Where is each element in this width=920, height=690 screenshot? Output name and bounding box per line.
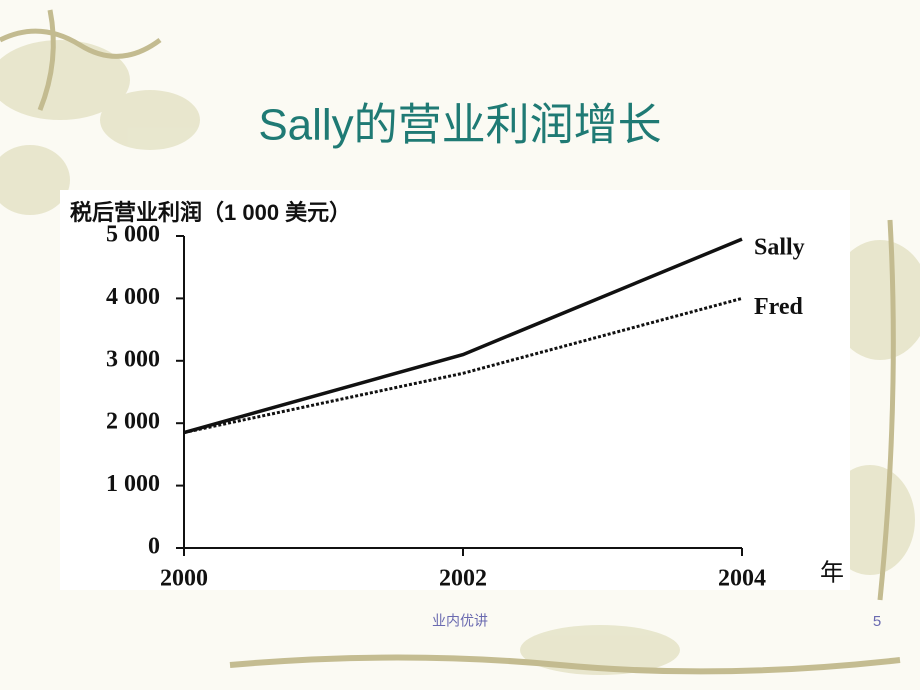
chart-title: Sally的营业利润增长 (258, 101, 661, 150)
y-tick-label: 4 000 (106, 284, 160, 310)
x-axis-label: 年 (820, 559, 844, 586)
series-line (183, 296, 743, 435)
y-tick-label: 3 000 (106, 346, 160, 372)
x-tick-label: 2000 (160, 566, 208, 592)
series-label: Sally (754, 235, 805, 261)
y-tick-label: 0 (148, 534, 160, 560)
page-number: 5 (873, 613, 881, 630)
y-tick-label: 1 000 (106, 471, 160, 497)
footer: 业内优讲 (432, 613, 488, 629)
y-axis-label: 税后营业利润（1 000 美元） (70, 200, 351, 225)
y-tick-label: 5 000 (106, 222, 160, 248)
chart-area (60, 190, 850, 590)
series-label: Fred (754, 294, 804, 320)
decoration (0, 9, 920, 675)
series-line (183, 237, 743, 435)
y-tick-label: 2 000 (106, 409, 160, 435)
x-tick-label: 2004 (718, 566, 766, 592)
x-tick-label: 2002 (439, 566, 487, 592)
